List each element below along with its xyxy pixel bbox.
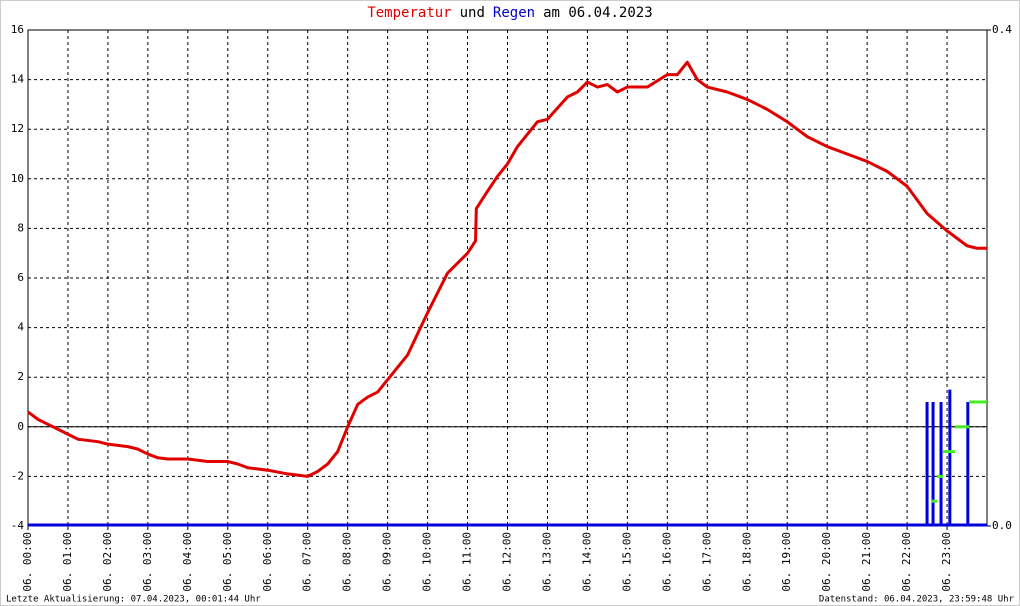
x-tick-label: 06. 17:00 bbox=[700, 532, 713, 592]
title-part: Regen bbox=[493, 5, 535, 21]
x-tick-label: 06. 16:00 bbox=[660, 532, 673, 592]
y-tick-label: 10 bbox=[11, 172, 24, 185]
y-tick-label: 6 bbox=[17, 271, 24, 284]
x-tick-label: 06. 05:00 bbox=[221, 532, 234, 592]
x-tick-label: 06. 15:00 bbox=[620, 532, 633, 592]
x-tick-label: 06. 11:00 bbox=[461, 532, 474, 592]
y-tick-label: 12 bbox=[11, 122, 24, 135]
x-tick-label: 06. 03:00 bbox=[141, 532, 154, 592]
title-part: Temperatur bbox=[367, 5, 451, 21]
x-tick-label: 06. 19:00 bbox=[780, 532, 793, 592]
x-tick-label: 06. 04:00 bbox=[181, 532, 194, 592]
x-tick-label: 06. 02:00 bbox=[101, 532, 114, 592]
temperature-line bbox=[27, 60, 987, 478]
x-tick-label: 06. 09:00 bbox=[381, 532, 394, 592]
rain-bar bbox=[966, 402, 970, 526]
y-tick-label: 14 bbox=[11, 73, 25, 86]
rain-bar bbox=[939, 402, 943, 526]
rain-bar bbox=[948, 389, 952, 526]
x-tick-label: 06. 23:00 bbox=[940, 532, 953, 592]
y-tick-label: -2 bbox=[11, 469, 24, 482]
x-tick-label: 06. 06:00 bbox=[261, 532, 274, 592]
y-tick-label: -4 bbox=[11, 519, 25, 532]
rain-bar bbox=[931, 402, 935, 526]
rain-bar bbox=[925, 402, 929, 526]
y-tick-label: 0 bbox=[17, 420, 24, 433]
x-tick-label: 06. 20:00 bbox=[820, 532, 833, 592]
x-tick-label: 06. 00:00 bbox=[21, 532, 34, 592]
x-tick-label: 06. 08:00 bbox=[341, 532, 354, 592]
x-tick-label: 06. 10:00 bbox=[421, 532, 434, 592]
x-tick-label: 06. 14:00 bbox=[580, 532, 593, 592]
x-tick-label: 06. 01:00 bbox=[61, 532, 74, 592]
footer-right: Datenstand: 06.04.2023, 23:59:48 Uhr bbox=[819, 595, 1015, 605]
y-tick-label: 2 bbox=[17, 370, 24, 383]
y-tick-label: 4 bbox=[17, 321, 24, 334]
x-tick-label: 06. 18:00 bbox=[740, 532, 753, 592]
chart-title: Temperatur und Regen am 06.04.2023 bbox=[367, 5, 652, 21]
x-tick-label: 06. 07:00 bbox=[301, 532, 314, 592]
x-tick-label: 06. 21:00 bbox=[860, 532, 873, 592]
y2-tick-label: 0.0 bbox=[992, 519, 1012, 532]
y-tick-label: 8 bbox=[17, 221, 24, 234]
y2-tick-label: 0.4 bbox=[992, 23, 1012, 36]
x-tick-label: 06. 12:00 bbox=[501, 532, 514, 592]
title-part: und bbox=[460, 5, 485, 21]
title-part: am 06.04.2023 bbox=[543, 5, 653, 21]
y-tick-label: 16 bbox=[11, 23, 24, 36]
x-tick-label: 06. 22:00 bbox=[900, 532, 913, 592]
x-tick-label: 06. 13:00 bbox=[540, 532, 553, 592]
footer-left: Letzte Aktualisierung: 07.04.2023, 00:01… bbox=[6, 595, 261, 605]
